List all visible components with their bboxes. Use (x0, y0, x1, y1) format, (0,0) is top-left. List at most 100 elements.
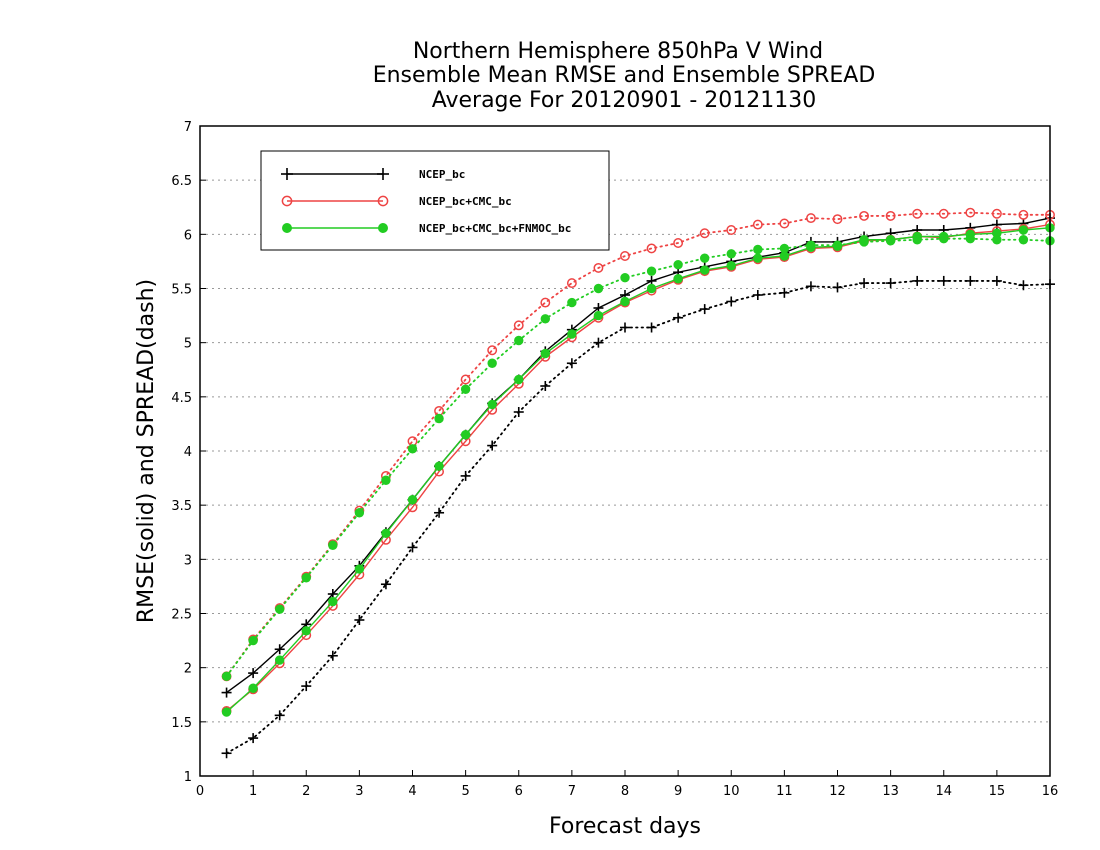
filled-circle-marker (514, 335, 524, 346)
y-tick-label: 6.5 (171, 174, 192, 189)
legend: NCEP_bc NCEP_bc+CMC_bc NCEP_bc+CMC_bc+FNMO… (260, 150, 610, 251)
filled-circle-marker (646, 283, 657, 294)
legend-entry: NCEP_bc (281, 168, 465, 181)
open-circle-marker (646, 243, 657, 254)
legend-label: NCEP_bc+CMC_bc+FNMOC_bc (419, 222, 571, 235)
filled-circle-marker (699, 265, 710, 275)
filled-circle-marker (434, 461, 444, 471)
plus-marker (221, 687, 232, 698)
plus-marker (274, 644, 285, 655)
filled-circle-marker (434, 413, 444, 424)
plus-marker (646, 322, 657, 333)
filled-circle-marker (328, 540, 338, 550)
filled-circle-marker (567, 329, 577, 339)
open-circle-marker (805, 213, 816, 224)
open-circle-marker (566, 278, 577, 289)
legend-entry: NCEP_bc+CMC_bc+FNMOC_bc (281, 222, 571, 235)
filled-circle-marker (673, 274, 683, 284)
y-tick-label: 3.5 (171, 499, 192, 514)
series-layer (221, 207, 1055, 759)
series-line (225, 237, 1051, 678)
filled-circle-marker (407, 444, 418, 454)
y-tick-label: 7 (184, 120, 192, 135)
filled-circle-marker (407, 495, 418, 505)
filled-circle-marker (567, 297, 577, 308)
filled-circle-marker (540, 348, 551, 359)
y-tick-label: 1 (184, 770, 192, 785)
y-tick-label: 3 (184, 553, 192, 568)
filled-circle-marker (221, 671, 232, 682)
x-tick-label: 12 (829, 784, 846, 799)
plus-marker (699, 304, 710, 315)
y-tick-label: 2.5 (171, 608, 192, 623)
open-circle-marker (487, 345, 498, 356)
filled-circle-marker (753, 253, 763, 263)
filled-circle-marker (939, 233, 949, 244)
plus-marker (487, 440, 498, 451)
filled-circle-marker (1018, 235, 1029, 245)
x-tick-label: 13 (882, 784, 899, 799)
open-circle-marker (593, 262, 604, 273)
plus-marker (460, 470, 471, 481)
filled-circle-marker (221, 707, 232, 717)
open-circle-marker (726, 225, 737, 235)
series-line (225, 280, 1051, 755)
x-axis-label: Forecast days (549, 814, 701, 839)
y-tick-label: 2 (184, 662, 192, 677)
plus-marker (1018, 280, 1029, 291)
filled-circle-marker (487, 358, 497, 368)
plus-marker (752, 290, 763, 300)
filled-circle-marker (593, 283, 604, 294)
x-tick-label: 4 (408, 784, 416, 799)
open-circle-marker (912, 208, 923, 219)
x-axis-ticks: 0 1 2 3 4 5 6 7 8 9 10 11 12 13 14 15 16 (196, 770, 1058, 799)
y-axis-ticks: 1 1.5 2 2.5 3 3.5 4 4.5 5 5.5 6 6.5 7 (171, 120, 206, 785)
legend-entry: NCEP_bc+CMC_bc (281, 195, 512, 208)
plus-marker (354, 615, 365, 625)
plus-marker (327, 650, 338, 661)
plus-marker (380, 579, 391, 590)
plus-marker (274, 710, 285, 721)
filled-circle-marker (832, 240, 843, 250)
plus-marker (805, 281, 816, 292)
series-spread-3 (221, 275, 1055, 759)
plus-marker (965, 275, 976, 286)
filled-circle-marker (646, 266, 657, 276)
x-tick-label: 15 (989, 784, 1006, 799)
x-tick-label: 1 (249, 784, 257, 799)
filled-circle-marker (620, 296, 630, 307)
plus-marker (248, 733, 259, 744)
plus-marker (859, 278, 870, 289)
x-tick-label: 14 (935, 784, 952, 799)
plus-marker (673, 312, 684, 323)
plus-marker (281, 168, 293, 180)
x-tick-label: 6 (515, 784, 523, 799)
chart-title-line-3: Average For 20120901 - 20121130 (432, 88, 817, 113)
filled-circle-marker (912, 235, 922, 245)
open-circle-marker (859, 210, 870, 221)
chart-title-line-2: Ensemble Mean RMSE and Ensemble SPREAD (373, 63, 876, 88)
filled-circle-marker (460, 384, 471, 394)
plus-marker (938, 275, 949, 286)
plus-marker (991, 219, 1002, 230)
filled-circle-marker (593, 310, 604, 321)
plus-marker (991, 275, 1002, 286)
y-tick-label: 5 (184, 337, 192, 352)
x-tick-label: 11 (776, 784, 793, 799)
plus-marker (434, 507, 445, 518)
filled-circle-marker (301, 573, 311, 583)
open-circle-marker (991, 208, 1002, 219)
y-tick-label: 6 (184, 228, 192, 243)
filled-circle-marker (274, 655, 285, 665)
filled-circle-marker (673, 259, 683, 270)
filled-circle-marker (377, 222, 388, 233)
filled-circle-marker (620, 272, 630, 283)
open-circle-marker (620, 251, 630, 261)
filled-circle-marker (779, 243, 790, 254)
filled-circle-marker (381, 528, 391, 539)
x-tick-label: 16 (1042, 784, 1059, 799)
y-tick-label: 1.5 (171, 716, 192, 731)
filled-circle-marker (992, 235, 1002, 245)
open-circle-marker (779, 218, 790, 229)
